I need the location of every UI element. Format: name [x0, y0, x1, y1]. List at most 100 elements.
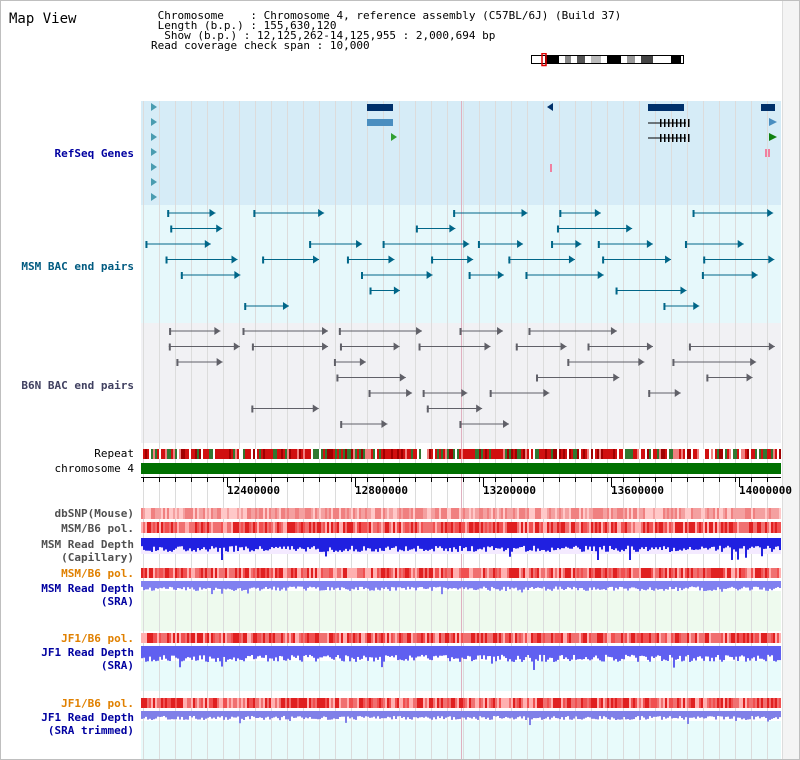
msm-cap-depth-bar: [569, 538, 571, 549]
msm-pol2-cell: [337, 568, 339, 578]
jf1-sra-depth-bar: [775, 646, 777, 662]
repeat-segment: [607, 449, 609, 459]
msm-cap-depth-bar: [305, 538, 307, 552]
msm-sra-depth-bar: [301, 581, 303, 587]
msm-sra-depth-bar: [393, 581, 395, 588]
jf1-trim-depth-bar: [535, 711, 537, 719]
jf1-pol-cell: [435, 633, 437, 643]
jf1-pol-cell: [189, 633, 191, 643]
dbsnp-cell: [475, 508, 477, 519]
jf1-sra-depth-bar: [351, 646, 353, 658]
jf1-trim-depth-bar: [669, 711, 671, 717]
jf1-sra-depth-bar: [367, 646, 369, 661]
msm-sra-depth-bar: [381, 581, 383, 588]
jf1-pol2-cell: [735, 698, 737, 708]
jf1-pol-cell: [229, 633, 231, 643]
repeat-segment: [619, 449, 621, 459]
msm-cap-depth-bar: [487, 538, 489, 547]
msm-pol-cell: [203, 522, 205, 533]
msm-sra-depth-bar: [741, 581, 743, 589]
jf1-pol-cell: [357, 633, 359, 643]
jf1-trim-depth-bar: [697, 711, 699, 717]
msm-pair-end: [684, 241, 687, 248]
msm-pol-cell: [637, 522, 639, 533]
msm-pol2-cell: [539, 568, 541, 578]
jf1-sra-depth-bar: [395, 646, 397, 656]
repeat-segment: [421, 449, 423, 459]
repeat-segment: [379, 449, 381, 459]
msm-pol-cell: [405, 522, 407, 533]
jf1-pol2-cell: [377, 698, 379, 708]
jf1-sra-depth-bar: [629, 646, 631, 657]
msm-pol2-cell: [563, 568, 565, 578]
msm-pair-end: [382, 241, 385, 248]
jf1-pol-cell: [337, 633, 339, 643]
jf1-pol2-cell: [539, 698, 541, 708]
gene-arrow: [391, 133, 397, 141]
jf1-trim-depth-bar: [513, 711, 515, 720]
repeat-segment: [679, 449, 681, 459]
dbsnp-cell: [509, 508, 511, 519]
jf1-sra-depth-bar: [693, 646, 695, 659]
msm-pol2-cell: [217, 568, 219, 578]
msm-sra-depth-bar: [213, 581, 215, 591]
jf1-trim-depth-bar: [447, 711, 449, 717]
gene-block: [761, 104, 775, 111]
msm-pol-cell: [497, 522, 499, 533]
jf1-sra-depth-bar: [543, 646, 545, 655]
jf1-trim-depth-bar: [731, 711, 733, 719]
jf1-pol2-cell: [503, 698, 505, 708]
vertical-scrollbar[interactable]: [782, 1, 799, 759]
b6n-pair-end: [359, 358, 366, 366]
repeat-segment: [435, 449, 437, 459]
jf1-pol2-cell: [313, 698, 315, 708]
msm-pol-cell: [625, 522, 627, 533]
msm-pol-cell: [603, 522, 605, 533]
repeat-segment: [357, 449, 359, 459]
jf1-sra-depth-bar: [663, 646, 665, 660]
jf1-pol2-cell: [433, 698, 435, 708]
msm-cap-depth-bar: [723, 538, 725, 549]
msm-pol2-cell: [643, 568, 645, 578]
msm-pol2-cell: [143, 568, 145, 578]
msm-sra-depth-bar: [159, 581, 161, 588]
chromosome-ideogram[interactable]: [531, 53, 687, 67]
msm-pol2-cell: [209, 568, 211, 578]
msm-pol2-cell: [259, 568, 261, 578]
repeat-segment: [765, 449, 767, 459]
b6n-pair-end: [340, 421, 343, 428]
msm-pol2-cell: [423, 568, 425, 578]
jf1-sra-depth-bar: [779, 646, 781, 661]
jf1-pol-cell: [149, 633, 151, 643]
dbsnp-cell: [739, 508, 741, 519]
jf1-sra-depth-bar: [595, 646, 597, 656]
repeat-segment: [207, 449, 209, 459]
dbsnp-cell: [447, 508, 449, 519]
msm-cap-depth-bar: [563, 538, 565, 549]
jf1-trim-depth-bar: [603, 711, 605, 717]
msm-cap-depth-bar: [697, 538, 699, 550]
jf1-sra-depth-bar: [771, 646, 773, 656]
gene-block: [367, 119, 393, 126]
jf1-sra-depth-bar: [381, 646, 383, 668]
msm-sra-depth-bar: [713, 581, 715, 590]
msm-pol-cell: [563, 522, 565, 533]
msm-cap-depth-bar: [497, 538, 499, 549]
repeat-segment: [577, 449, 579, 459]
msm-cap-depth-bar: [371, 538, 373, 552]
dbsnp-cell: [373, 508, 375, 519]
jf1-sra-depth-bar: [517, 646, 519, 656]
dbsnp-cell: [247, 508, 249, 519]
jf1-sra-depth-bar: [373, 646, 375, 662]
msm-pol2-cell: [491, 568, 493, 578]
jf1-sra-depth-bar: [311, 646, 313, 657]
jf1-trim-depth-bar: [333, 711, 335, 719]
msm-pol-cell: [255, 522, 257, 533]
msm-sra-depth-bar: [217, 581, 219, 589]
jf1-sra-depth-bar: [735, 646, 737, 657]
msm-sra-depth-bar: [715, 581, 717, 591]
msm-pol2-cell: [473, 568, 475, 578]
jf1-pol2-cell: [733, 698, 735, 708]
jf1-pol-cell: [401, 633, 403, 643]
